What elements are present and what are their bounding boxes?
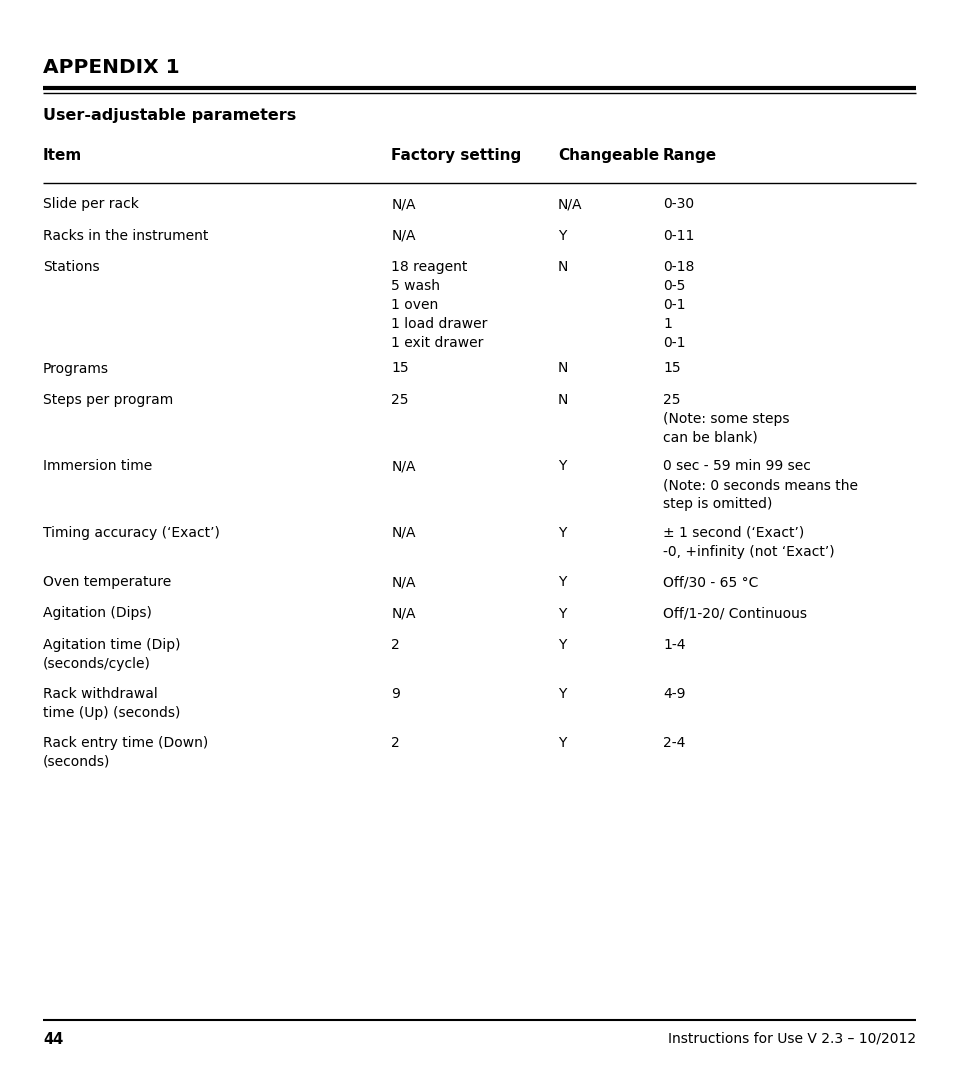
Text: Y: Y bbox=[558, 638, 566, 652]
Text: 0-18
0-5
0-1
1
0-1: 0-18 0-5 0-1 1 0-1 bbox=[662, 260, 694, 350]
Text: Slide per rack: Slide per rack bbox=[43, 197, 138, 211]
Text: 0-30: 0-30 bbox=[662, 197, 694, 211]
Text: 9: 9 bbox=[391, 687, 399, 701]
Text: Timing accuracy (‘Exact’): Timing accuracy (‘Exact’) bbox=[43, 526, 219, 540]
Text: Y: Y bbox=[558, 575, 566, 589]
Text: Item: Item bbox=[43, 148, 82, 163]
Text: N/A: N/A bbox=[391, 526, 416, 540]
Text: 0-11: 0-11 bbox=[662, 229, 694, 243]
Text: 25: 25 bbox=[391, 393, 408, 407]
Text: 2: 2 bbox=[391, 735, 399, 750]
Text: User-adjustable parameters: User-adjustable parameters bbox=[43, 108, 296, 123]
Text: Y: Y bbox=[558, 735, 566, 750]
Text: Racks in the instrument: Racks in the instrument bbox=[43, 229, 208, 243]
Text: N: N bbox=[558, 393, 568, 407]
Text: N/A: N/A bbox=[391, 229, 416, 243]
Text: N/A: N/A bbox=[391, 607, 416, 621]
Text: 18 reagent
5 wash
1 oven
1 load drawer
1 exit drawer: 18 reagent 5 wash 1 oven 1 load drawer 1… bbox=[391, 260, 487, 350]
Text: Range: Range bbox=[662, 148, 717, 163]
Text: Rack entry time (Down)
(seconds): Rack entry time (Down) (seconds) bbox=[43, 735, 208, 769]
Text: 2: 2 bbox=[391, 638, 399, 652]
Text: Changeable: Changeable bbox=[558, 148, 659, 163]
Text: Agitation (Dips): Agitation (Dips) bbox=[43, 607, 152, 621]
Text: N/A: N/A bbox=[391, 459, 416, 473]
Text: N: N bbox=[558, 260, 568, 274]
Text: 4-9: 4-9 bbox=[662, 687, 685, 701]
Text: Rack withdrawal
time (Up) (seconds): Rack withdrawal time (Up) (seconds) bbox=[43, 687, 180, 720]
Text: 25
(Note: some steps
can be blank): 25 (Note: some steps can be blank) bbox=[662, 393, 789, 445]
Text: APPENDIX 1: APPENDIX 1 bbox=[43, 58, 179, 77]
Text: N/A: N/A bbox=[391, 197, 416, 211]
Text: Stations: Stations bbox=[43, 260, 99, 274]
Text: N: N bbox=[558, 362, 568, 376]
Text: Off/1-20/ Continuous: Off/1-20/ Continuous bbox=[662, 607, 806, 621]
Text: N/A: N/A bbox=[391, 575, 416, 589]
Text: 15: 15 bbox=[391, 362, 408, 376]
Text: Y: Y bbox=[558, 459, 566, 473]
Text: ± 1 second (‘Exact’)
-0, +infinity (not ‘Exact’): ± 1 second (‘Exact’) -0, +infinity (not … bbox=[662, 526, 834, 559]
Text: Steps per program: Steps per program bbox=[43, 393, 173, 407]
Text: Immersion time: Immersion time bbox=[43, 459, 152, 473]
Text: 1-4: 1-4 bbox=[662, 638, 685, 652]
Text: Y: Y bbox=[558, 526, 566, 540]
Text: Y: Y bbox=[558, 607, 566, 621]
Text: 0 sec - 59 min 99 sec
(Note: 0 seconds means the
step is omitted): 0 sec - 59 min 99 sec (Note: 0 seconds m… bbox=[662, 459, 857, 512]
Text: Y: Y bbox=[558, 687, 566, 701]
Text: Factory setting: Factory setting bbox=[391, 148, 521, 163]
Text: 15: 15 bbox=[662, 362, 679, 376]
Text: Instructions for Use V 2.3 – 10/2012: Instructions for Use V 2.3 – 10/2012 bbox=[667, 1032, 915, 1047]
Text: N/A: N/A bbox=[558, 197, 582, 211]
Text: 2-4: 2-4 bbox=[662, 735, 684, 750]
Text: Programs: Programs bbox=[43, 362, 109, 376]
Text: 44: 44 bbox=[43, 1032, 63, 1047]
Text: Y: Y bbox=[558, 229, 566, 243]
Text: Oven temperature: Oven temperature bbox=[43, 575, 171, 589]
Text: Agitation time (Dip)
(seconds/cycle): Agitation time (Dip) (seconds/cycle) bbox=[43, 638, 180, 671]
Text: Off/30 - 65 °C: Off/30 - 65 °C bbox=[662, 575, 758, 589]
